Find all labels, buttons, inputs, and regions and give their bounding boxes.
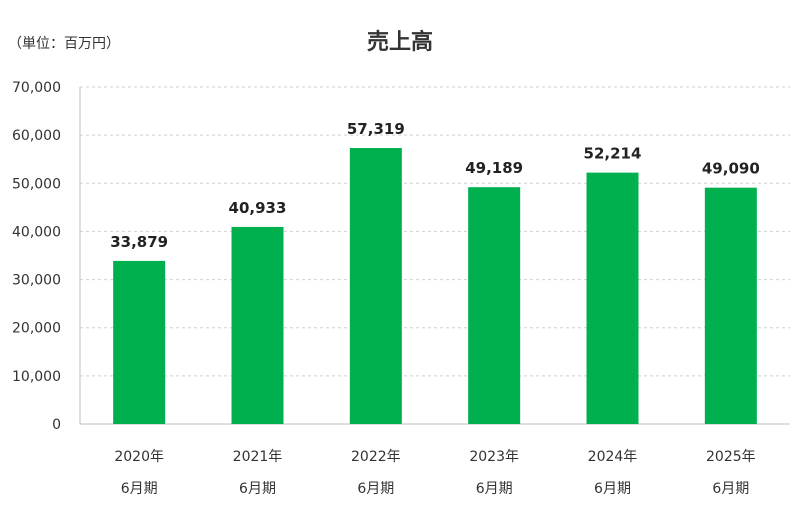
bar bbox=[586, 172, 639, 424]
x-tick-label: 6月期 bbox=[239, 481, 276, 497]
data-label: 57,319 bbox=[347, 120, 405, 138]
x-tick-label: 6月期 bbox=[476, 481, 513, 497]
bar bbox=[349, 148, 402, 424]
data-label: 52,214 bbox=[584, 145, 642, 163]
bar bbox=[113, 260, 166, 424]
x-tick-label: 2022年 bbox=[351, 449, 401, 465]
x-tick-label: 6月期 bbox=[594, 481, 631, 497]
y-tick-label: 10,000 bbox=[12, 369, 61, 385]
y-tick-label: 70,000 bbox=[12, 80, 61, 96]
unit-label: （単位：百万円） bbox=[8, 36, 120, 52]
y-tick-label: 0 bbox=[52, 417, 61, 433]
y-tick-label: 60,000 bbox=[12, 128, 61, 144]
data-label: 40,933 bbox=[229, 199, 287, 217]
bar bbox=[468, 187, 521, 424]
x-tick-label: 2023年 bbox=[469, 449, 519, 465]
data-label: 33,879 bbox=[110, 233, 168, 251]
x-tick-label: 6月期 bbox=[121, 481, 158, 497]
y-tick-label: 20,000 bbox=[12, 321, 61, 337]
x-tick-label: 6月期 bbox=[357, 481, 394, 497]
data-label: 49,090 bbox=[702, 160, 760, 178]
x-tick-label: 2025年 bbox=[706, 449, 756, 465]
x-tick-label: 2020年 bbox=[114, 449, 164, 465]
y-tick-label: 40,000 bbox=[12, 224, 61, 240]
data-label: 49,189 bbox=[465, 159, 523, 177]
x-tick-label: 6月期 bbox=[712, 481, 749, 497]
x-tick-label: 2021年 bbox=[233, 449, 283, 465]
y-tick-label: 50,000 bbox=[12, 176, 61, 192]
y-tick-label: 30,000 bbox=[12, 273, 61, 289]
bar bbox=[704, 187, 757, 424]
x-tick-label: 2024年 bbox=[588, 449, 638, 465]
chart-title: 売上高 bbox=[366, 30, 433, 55]
bar bbox=[231, 226, 284, 424]
